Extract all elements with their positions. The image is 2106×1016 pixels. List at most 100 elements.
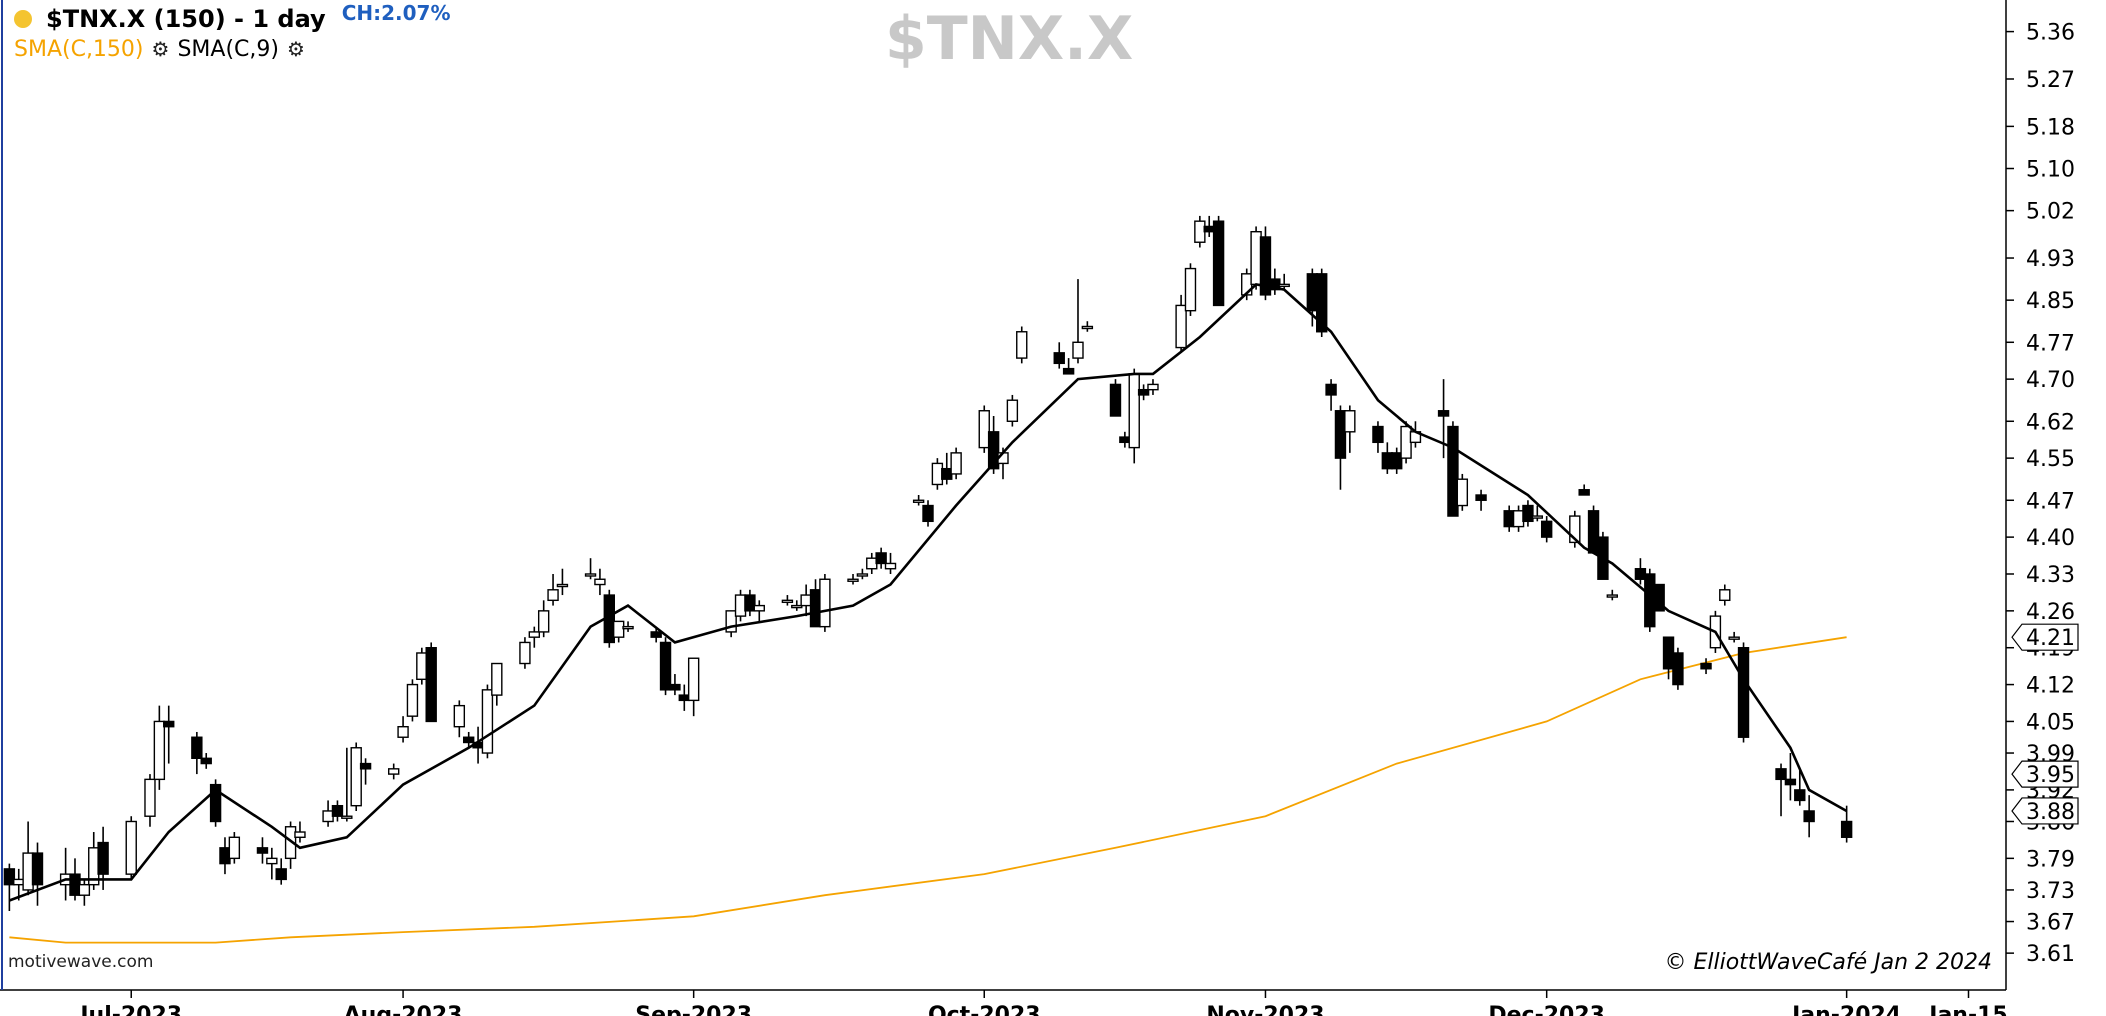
candle-body bbox=[1503, 510, 1515, 528]
candle bbox=[884, 552, 897, 574]
candle bbox=[1081, 321, 1094, 332]
candle-body bbox=[22, 852, 34, 891]
candle bbox=[275, 858, 287, 885]
candle-body bbox=[978, 410, 990, 449]
candle-body bbox=[1381, 452, 1394, 470]
candle-body bbox=[1062, 367, 1075, 375]
legend-sma9[interactable]: SMA(C,9) bbox=[177, 36, 279, 62]
candle-body bbox=[1475, 494, 1487, 501]
candle bbox=[453, 700, 466, 738]
candle-body bbox=[1306, 273, 1319, 312]
candle bbox=[284, 821, 297, 869]
legend-sma150[interactable]: SMA(C,150) bbox=[14, 36, 144, 62]
candle bbox=[1644, 568, 1656, 632]
candle bbox=[416, 647, 428, 685]
candle bbox=[341, 747, 353, 822]
candle bbox=[1250, 226, 1262, 290]
copyright-text: © ElliottWaveCafé Jan 2 2024 bbox=[1664, 950, 1992, 975]
candle-body bbox=[1456, 478, 1469, 507]
candle bbox=[1278, 273, 1290, 290]
candle-body bbox=[1278, 283, 1290, 288]
candle bbox=[1391, 447, 1403, 474]
candle-body bbox=[200, 757, 212, 765]
y-tick-label: 5.27 bbox=[2026, 68, 2075, 93]
candle bbox=[1016, 326, 1028, 364]
y-tick-label: 3.79 bbox=[2026, 847, 2075, 872]
candle bbox=[781, 595, 794, 606]
candle bbox=[294, 821, 306, 843]
candle bbox=[622, 621, 634, 632]
y-tick-label: 3.61 bbox=[2026, 942, 2075, 967]
candle bbox=[1175, 294, 1187, 353]
candle-body bbox=[1634, 568, 1647, 580]
candle-body bbox=[144, 778, 156, 817]
candle-body bbox=[1784, 778, 1797, 786]
candle bbox=[153, 705, 166, 790]
sma9-path bbox=[8, 283, 1848, 902]
legend-symbol[interactable]: $TNX.X (150) - 1 day bbox=[46, 5, 326, 33]
candle bbox=[1372, 421, 1384, 453]
x-tick-label: Jan-2024 bbox=[1790, 1003, 1901, 1016]
candle-body bbox=[987, 431, 1000, 470]
candle bbox=[1109, 379, 1122, 417]
candle-body bbox=[388, 768, 400, 775]
candle-body bbox=[537, 610, 550, 633]
candle bbox=[425, 642, 437, 723]
candle-body bbox=[866, 557, 878, 570]
candle bbox=[556, 568, 569, 596]
x-tick-label: Nov-2023 bbox=[1206, 1003, 1324, 1016]
legend: $TNX.X (150) - 1 day CH:2.07% SMA(C,150)… bbox=[14, 1, 451, 64]
price-tag-box bbox=[2011, 760, 2079, 788]
candle bbox=[744, 589, 756, 617]
candle bbox=[350, 742, 362, 811]
candle bbox=[1137, 384, 1150, 401]
candle bbox=[1072, 279, 1084, 364]
candle-body bbox=[800, 594, 812, 607]
y-tick-label: 4.40 bbox=[2026, 526, 2075, 551]
price-tag: 4.21 bbox=[2011, 623, 2079, 651]
candle bbox=[78, 879, 91, 906]
candle-body bbox=[1316, 273, 1328, 333]
candle bbox=[1447, 421, 1459, 517]
candle bbox=[491, 662, 503, 706]
y-tick-label: 4.26 bbox=[2026, 600, 2075, 625]
credit-text: motivewave.com bbox=[8, 952, 154, 972]
y-tick-label: 3.67 bbox=[2026, 911, 2075, 936]
candle bbox=[1784, 753, 1797, 801]
candle-body bbox=[659, 641, 672, 691]
candle bbox=[734, 589, 747, 622]
price-tag-box bbox=[2011, 797, 2079, 825]
candle-body bbox=[950, 452, 962, 475]
legend-change: CH:2.07% bbox=[341, 1, 451, 25]
candle bbox=[1672, 647, 1684, 690]
candle-body bbox=[678, 694, 690, 702]
sma150-path bbox=[9, 636, 1847, 944]
legend-dot-icon[interactable] bbox=[14, 10, 32, 28]
candle-body bbox=[331, 804, 344, 817]
candle-body bbox=[884, 562, 897, 570]
y-tick-label: 4.62 bbox=[2026, 410, 2075, 435]
candle bbox=[125, 816, 137, 880]
candle-body bbox=[1794, 789, 1806, 802]
candle-body bbox=[341, 815, 353, 819]
candle bbox=[912, 495, 925, 506]
candle bbox=[163, 705, 175, 764]
candle bbox=[687, 657, 700, 717]
candle-body bbox=[416, 652, 428, 681]
candle bbox=[725, 610, 737, 638]
y-tick-label: 4.05 bbox=[2026, 710, 2075, 735]
x-tick-label: Sep-2023 bbox=[635, 1003, 752, 1016]
gear-icon[interactable]: ⚙ bbox=[151, 37, 170, 61]
candle-body bbox=[556, 583, 569, 588]
candle-body bbox=[1644, 573, 1656, 628]
candle-body bbox=[1147, 383, 1159, 391]
gear-icon[interactable]: ⚙ bbox=[286, 37, 305, 61]
candle bbox=[1147, 379, 1159, 395]
candle bbox=[1053, 342, 1065, 369]
candle bbox=[537, 600, 550, 638]
candle bbox=[1334, 405, 1347, 490]
candle-body bbox=[1109, 383, 1122, 417]
candle-body bbox=[1400, 425, 1412, 459]
sma150-line bbox=[9, 636, 1847, 944]
